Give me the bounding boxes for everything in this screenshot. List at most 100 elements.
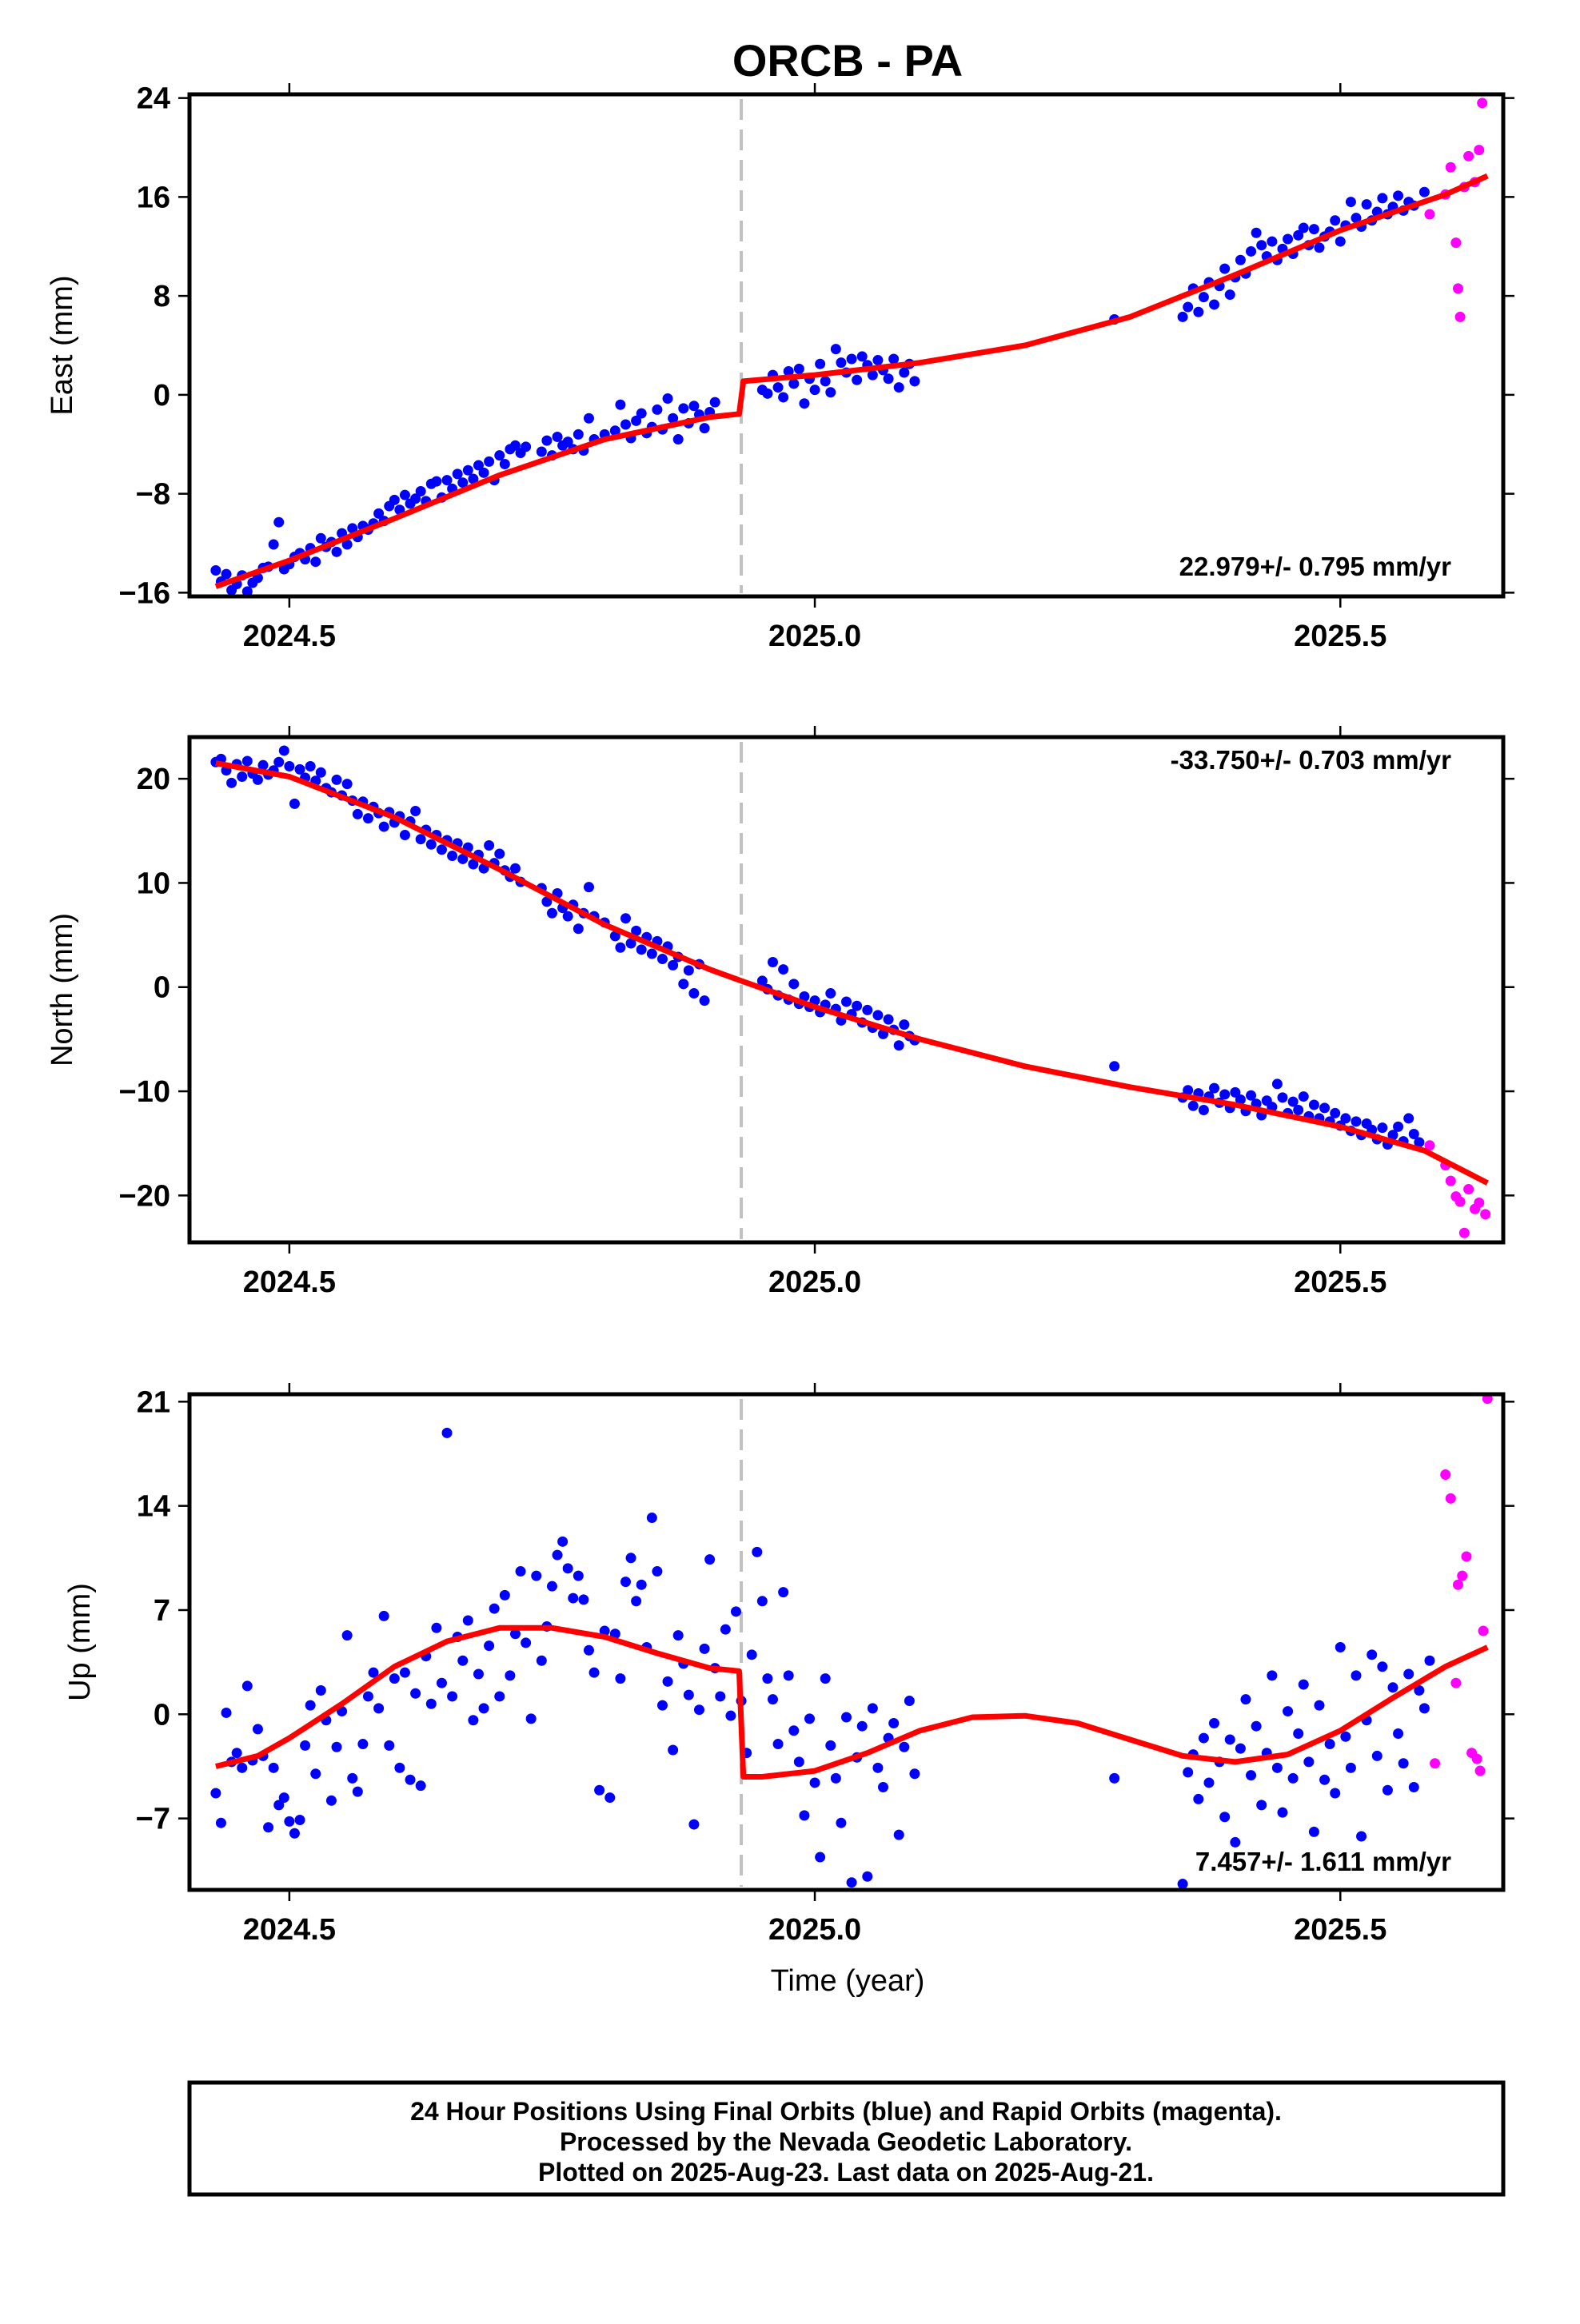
up-final-point — [909, 1768, 920, 1780]
up-final-point — [1283, 1706, 1294, 1717]
north-final-point — [399, 829, 410, 840]
east-final-point — [452, 468, 463, 480]
north-final-point — [1393, 1121, 1404, 1132]
north-final-point — [631, 925, 642, 936]
east-final-point — [830, 344, 841, 355]
east-x-tick-label: 2025.0 — [768, 620, 861, 653]
east-final-point — [541, 435, 553, 446]
north-final-point — [625, 938, 636, 949]
up-final-point — [505, 1670, 516, 1681]
up-final-point — [1277, 1807, 1288, 1818]
north-final-point — [1293, 1105, 1304, 1116]
up-rapid-point — [1474, 1765, 1486, 1776]
up-final-point — [804, 1713, 815, 1724]
up-final-point — [441, 1427, 453, 1438]
north-model-line — [215, 760, 1489, 1186]
up-final-point — [462, 1615, 473, 1626]
east-final-point — [457, 477, 469, 488]
east-final-point — [468, 473, 479, 484]
north-final-point — [468, 859, 479, 870]
up-final-point — [1303, 1756, 1315, 1768]
north-final-point — [305, 760, 316, 771]
east-final-point — [1393, 190, 1404, 201]
east-final-point — [846, 353, 857, 365]
north-final-point — [799, 991, 810, 1002]
north-final-point — [1187, 1100, 1199, 1111]
up-final-point — [1382, 1784, 1393, 1796]
east-final-point — [484, 456, 495, 467]
up-final-point — [568, 1593, 579, 1604]
up-final-point — [1418, 1703, 1430, 1714]
north-final-point — [1109, 1061, 1120, 1072]
north-final-point — [883, 1014, 894, 1025]
north-final-point — [1414, 1137, 1425, 1148]
up-final-point — [1356, 1831, 1367, 1842]
east-final-point — [852, 374, 863, 385]
up-data-points — [210, 1394, 1493, 1890]
north-final-point — [583, 882, 594, 893]
east-final-point — [1298, 222, 1309, 233]
up-final-point — [1314, 1700, 1325, 1711]
east-rapid-point — [1452, 283, 1463, 294]
up-final-point — [1235, 1743, 1246, 1754]
north-final-point — [1308, 1099, 1319, 1110]
north-final-point — [289, 798, 300, 809]
up-final-point — [783, 1670, 794, 1681]
up-final-point — [656, 1700, 668, 1711]
north-final-point — [862, 1004, 873, 1015]
up-plot-frame — [187, 1392, 1506, 1892]
up-rapid-point — [1457, 1570, 1468, 1581]
east-final-point — [783, 365, 794, 377]
north-final-point — [756, 975, 768, 987]
up-final-point — [1224, 1734, 1235, 1745]
east-final-point — [331, 546, 342, 557]
east-x-tick-label: 2025.5 — [1294, 620, 1386, 653]
footer-line-2: Processed by the Nevada Geodetic Laborat… — [560, 2127, 1132, 2156]
up-final-point — [615, 1673, 626, 1684]
up-final-point — [1387, 1682, 1398, 1693]
north-final-point — [1209, 1082, 1220, 1094]
north-final-point — [872, 1010, 884, 1021]
up-y-tick-label: −7 — [136, 1803, 170, 1836]
up-final-point — [552, 1549, 563, 1561]
north-final-point — [668, 959, 679, 971]
up-final-point — [1393, 1728, 1404, 1740]
up-final-point — [583, 1644, 594, 1656]
north-final-point — [237, 771, 248, 783]
east-final-point — [793, 363, 804, 374]
east-final-point — [441, 475, 453, 486]
up-final-point — [536, 1655, 547, 1666]
east-final-point — [1183, 301, 1194, 313]
north-final-point — [615, 942, 626, 953]
up-final-point — [1256, 1800, 1267, 1811]
up-rapid-point — [1430, 1758, 1441, 1769]
up-final-point — [273, 1800, 285, 1811]
east-final-point — [389, 494, 400, 505]
up-final-point — [799, 1810, 810, 1821]
up-final-point — [1324, 1739, 1335, 1750]
up-final-point — [1403, 1668, 1414, 1680]
east-y-tick-label: −8 — [136, 478, 170, 512]
up-final-point — [357, 1739, 369, 1750]
up-final-point — [756, 1596, 768, 1607]
east-final-point — [431, 476, 442, 487]
north-final-point — [494, 848, 505, 859]
east-final-point — [820, 376, 831, 387]
up-final-point — [494, 1691, 505, 1702]
north-final-point — [436, 844, 447, 855]
up-final-point — [394, 1762, 405, 1773]
up-final-point — [778, 1587, 789, 1598]
up-final-point — [263, 1822, 274, 1833]
up-model-line — [215, 1624, 1489, 1780]
up-final-point — [347, 1772, 358, 1784]
east-final-point — [1251, 227, 1262, 238]
north-final-point — [767, 956, 778, 967]
north-final-point — [1230, 1086, 1241, 1098]
up-final-point — [1240, 1694, 1251, 1705]
up-final-point — [468, 1715, 479, 1726]
x-axis-label: Time (year) — [771, 1964, 925, 1998]
up-final-point — [715, 1691, 726, 1702]
up-final-point — [1246, 1770, 1257, 1781]
north-final-point — [852, 1000, 863, 1011]
